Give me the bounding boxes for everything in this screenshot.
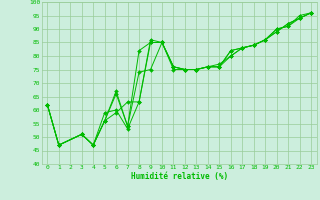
X-axis label: Humidité relative (%): Humidité relative (%) <box>131 172 228 181</box>
